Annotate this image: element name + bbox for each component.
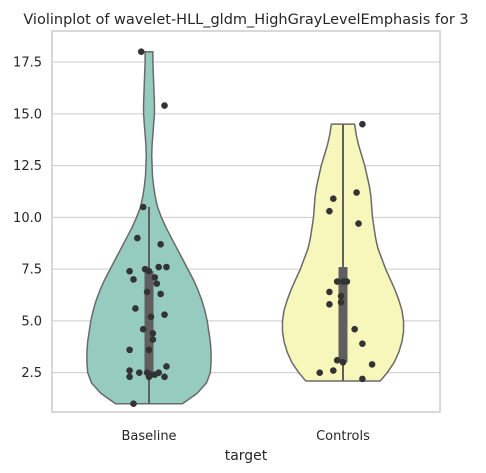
data-point <box>359 120 366 128</box>
data-point <box>132 305 139 312</box>
data-point <box>149 330 157 337</box>
data-point <box>161 373 168 381</box>
data-point <box>157 240 164 248</box>
x-axis-label: target <box>225 448 268 464</box>
x-axis-ticks: Baseline Controls <box>121 429 370 444</box>
y-tick-label: 15.0 <box>13 107 42 122</box>
data-point <box>330 367 337 374</box>
data-point <box>326 301 333 308</box>
data-point <box>151 274 159 281</box>
data-point <box>339 359 347 366</box>
data-point <box>126 373 133 381</box>
data-point <box>353 189 360 196</box>
data-point <box>326 288 333 296</box>
data-point <box>139 325 147 333</box>
data-point <box>153 280 161 287</box>
data-point <box>155 369 162 376</box>
data-point <box>351 325 358 333</box>
y-tick-label: 12.5 <box>13 159 42 174</box>
data-point <box>333 356 341 364</box>
data-point <box>136 369 143 376</box>
x-tick-label: Controls <box>316 429 370 444</box>
data-point <box>137 48 145 56</box>
data-point <box>126 367 133 374</box>
chart-title: Violinplot of wavelet-HLL_gldm_HighGrayL… <box>23 12 468 28</box>
data-point <box>130 400 137 408</box>
y-tick-label: 2.5 <box>21 366 42 381</box>
x-tick-label: Baseline <box>121 429 176 444</box>
data-point <box>157 290 164 298</box>
data-point <box>161 102 168 109</box>
data-point <box>163 363 170 370</box>
data-point <box>126 346 133 354</box>
y-tick-label: 17.5 <box>13 56 42 71</box>
data-point <box>145 346 153 354</box>
data-point <box>359 375 366 383</box>
data-point <box>333 278 341 285</box>
data-point <box>139 203 147 211</box>
data-point <box>326 207 333 215</box>
data-point <box>134 234 141 242</box>
data-point <box>147 313 155 321</box>
iqr-box-controls <box>338 267 348 363</box>
data-point <box>330 195 337 203</box>
data-point <box>145 373 153 381</box>
data-point <box>337 298 345 306</box>
y-tick-label: 7.5 <box>21 263 42 278</box>
y-tick-label: 5.0 <box>21 314 42 329</box>
data-point <box>161 311 168 318</box>
data-point <box>359 340 366 347</box>
data-point <box>337 292 345 300</box>
data-point <box>368 361 376 368</box>
violins <box>86 50 405 405</box>
data-point <box>126 267 133 275</box>
data-point <box>155 263 162 271</box>
data-point <box>316 369 324 376</box>
data-point <box>343 278 351 285</box>
plot-frame <box>51 30 441 413</box>
data-point <box>130 276 137 283</box>
data-point <box>143 288 151 296</box>
y-axis-ticks: 2.5 5.0 7.5 10.0 12.5 15.0 17.5 <box>13 56 42 382</box>
data-point <box>163 263 170 271</box>
y-tick-label: 10.0 <box>13 211 42 226</box>
data-point <box>355 220 362 227</box>
data-point <box>145 267 153 275</box>
iqr-box-baseline <box>144 271 154 375</box>
data-points <box>126 48 376 408</box>
data-point <box>149 336 157 343</box>
